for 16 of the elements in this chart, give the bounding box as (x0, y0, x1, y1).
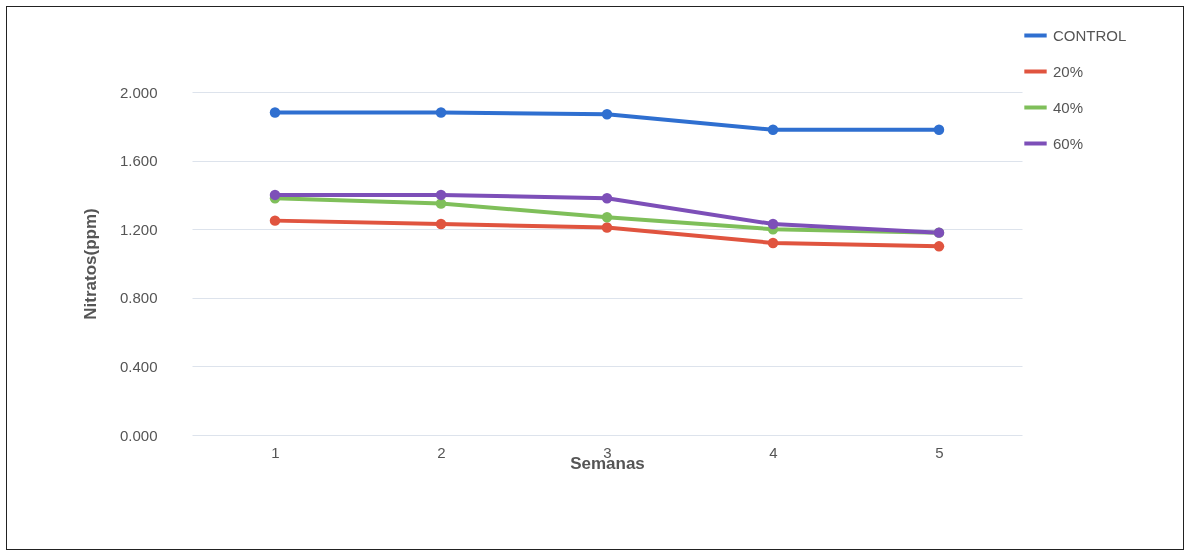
legend-label: 40% (1053, 98, 1084, 116)
x-tick-label: 4 (769, 443, 778, 461)
y-tick-label: 0.400 (119, 357, 158, 375)
y-axis-title: Nitratos(ppm) (80, 208, 100, 320)
y-tick-label: 1.600 (119, 152, 158, 170)
legend-label: 20% (1053, 62, 1084, 80)
y-tick-label: 0.000 (119, 426, 158, 444)
x-tick-label: 1 (271, 443, 280, 461)
legend-label: CONTROL (1053, 26, 1127, 44)
x-tick-label: 2 (437, 443, 446, 461)
y-tick-label: 0.800 (119, 289, 158, 307)
x-tick-label: 5 (935, 443, 944, 461)
legend-label: 60% (1053, 134, 1084, 152)
y-tick-label: 2.000 (119, 83, 158, 101)
x-tick-label: 3 (603, 443, 612, 461)
y-tick-label: 1.200 (119, 220, 158, 238)
